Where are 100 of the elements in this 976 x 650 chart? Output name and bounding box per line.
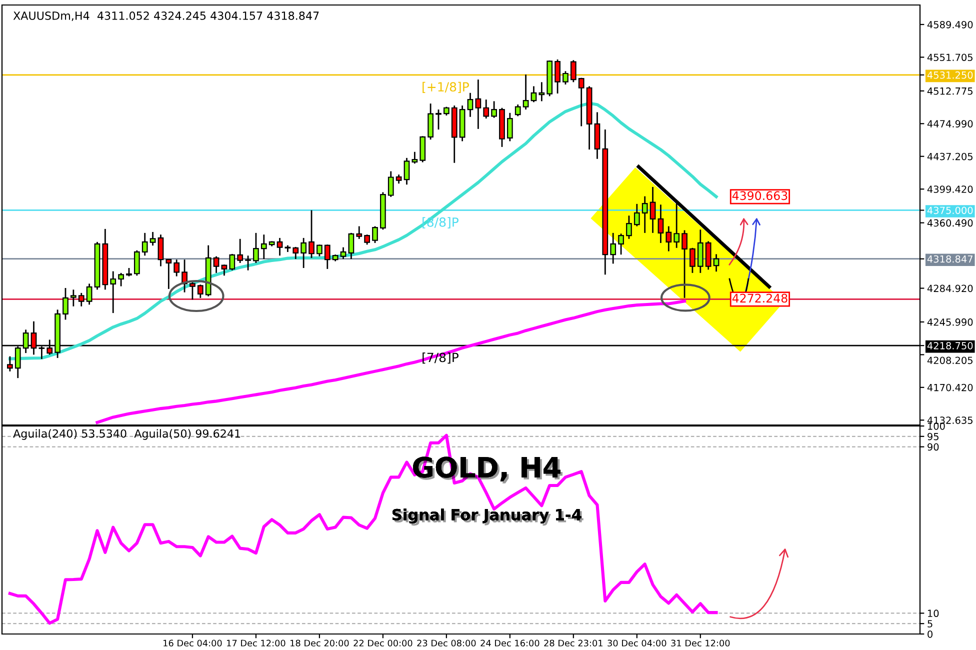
candlestick	[666, 226, 672, 252]
candlestick	[690, 247, 696, 274]
candlestick	[626, 214, 632, 240]
x-tick-label: 24 Dec 16:00	[480, 640, 540, 646]
ref-line-label: [+1/8]P	[422, 82, 469, 94]
candlestick	[682, 230, 688, 299]
candlestick	[364, 234, 370, 246]
candlestick	[388, 170, 394, 198]
y-tick-label: 4208.205	[927, 356, 972, 364]
candlestick	[483, 98, 490, 120]
candlestick	[650, 186, 656, 234]
candlestick	[197, 284, 204, 299]
candlestick	[292, 246, 299, 260]
annotation: Signal For January 1-4	[392, 508, 584, 526]
candlestick	[713, 253, 720, 272]
y-tick-label: 4375.000	[927, 206, 973, 214]
candlestick	[436, 108, 442, 130]
y-tick-label: 95	[928, 432, 938, 440]
y-tick-label: 4437.205	[927, 152, 972, 160]
annotation: 4272.248	[732, 294, 788, 303]
candlestick	[506, 112, 513, 142]
candlestick	[158, 234, 164, 267]
y-tick-label: 4132.635	[927, 416, 972, 424]
y-tick-label: 4218.750	[927, 342, 973, 350]
candlestick	[150, 231, 156, 246]
y-tick-label: 5	[928, 620, 932, 628]
x-tick-label: 17 Dec 12:00	[227, 640, 286, 646]
candlestick	[404, 157, 410, 186]
y-tick-label: 10	[928, 610, 939, 618]
candlestick	[578, 77, 584, 127]
candlestick	[530, 86, 537, 103]
candlestick	[308, 210, 314, 259]
candlestick	[118, 272, 124, 287]
text: XAUUSDm,H4 4311.052 4324.245 4304.157 4318.847	[13, 11, 319, 22]
x-tick-label: 28 Dec 23:01	[544, 640, 602, 646]
candlestick	[221, 264, 228, 276]
candlestick	[610, 232, 616, 264]
candlestick	[253, 232, 259, 264]
candlestick	[213, 256, 220, 274]
y-tick-label: 0	[928, 630, 932, 638]
candlestick	[237, 238, 244, 264]
candlestick	[372, 226, 378, 244]
x-tick-label: 16 Dec 04:00	[164, 640, 222, 646]
candlestick	[134, 250, 140, 276]
candlestick	[110, 270, 116, 314]
candlestick	[658, 204, 664, 244]
candlestick	[70, 288, 76, 308]
candlestick	[142, 232, 148, 256]
candlestick	[316, 244, 322, 257]
candlestick	[697, 228, 704, 274]
x-tick-label: 22 Dec 00:00	[354, 640, 412, 646]
y-tick-label: 4360.490	[927, 219, 973, 227]
candlestick	[705, 240, 712, 270]
candlestick	[340, 246, 346, 260]
candlestick	[300, 237, 307, 269]
candlestick	[522, 74, 529, 110]
candlestick	[642, 196, 648, 234]
candlestick	[396, 174, 402, 184]
candlestick	[356, 226, 362, 240]
candlestick	[634, 203, 640, 227]
x-tick-label: 31 Dec 12:00	[671, 640, 730, 646]
candlestick	[491, 100, 497, 119]
x-tick-label: 30 Dec 04:00	[608, 640, 666, 646]
candlestick	[348, 232, 354, 260]
candlestick	[78, 292, 84, 308]
y-tick-label: 4474.990	[927, 120, 973, 128]
candlestick	[467, 92, 474, 118]
y-tick-label: 90	[928, 443, 939, 451]
candlestick	[674, 200, 680, 249]
candlestick	[514, 104, 521, 117]
y-tick-label: 4399.420	[927, 186, 973, 193]
candlestick	[190, 282, 196, 300]
y-tick-label: 4318.847	[927, 255, 973, 263]
x-tick-label: 18 Dec 20:00	[290, 640, 349, 646]
y-tick-label: 4531.250	[927, 71, 973, 79]
candlestick	[618, 232, 624, 256]
y-tick-label: 4284.920	[927, 284, 973, 292]
candlestick	[245, 254, 251, 272]
candlestick	[260, 234, 267, 260]
chart-title: Aguila(240) 53.5340 Aguila(50) 99.6241	[13, 429, 240, 440]
candlestick	[562, 70, 568, 86]
candlestick	[428, 102, 434, 140]
y-tick-label: 4245.990	[927, 318, 973, 326]
y-tick-label: 4551.705	[927, 54, 972, 62]
line-series	[96, 300, 686, 424]
candlestick	[412, 151, 418, 164]
candlestick	[62, 287, 68, 320]
y-tick-label: 4170.420	[927, 384, 973, 392]
candlestick	[7, 356, 13, 372]
y-tick-label: 4589.490	[927, 20, 973, 28]
candlestick	[174, 258, 180, 278]
candlestick	[276, 237, 283, 256]
text: 4390.663	[732, 191, 788, 200]
y-tick-label: 4512.775	[927, 87, 972, 95]
candlestick	[475, 78, 482, 130]
candlestick	[86, 282, 92, 306]
candlestick	[166, 258, 172, 290]
candlestick	[420, 136, 426, 163]
candlestick	[570, 59, 576, 83]
candlestick	[324, 244, 330, 270]
